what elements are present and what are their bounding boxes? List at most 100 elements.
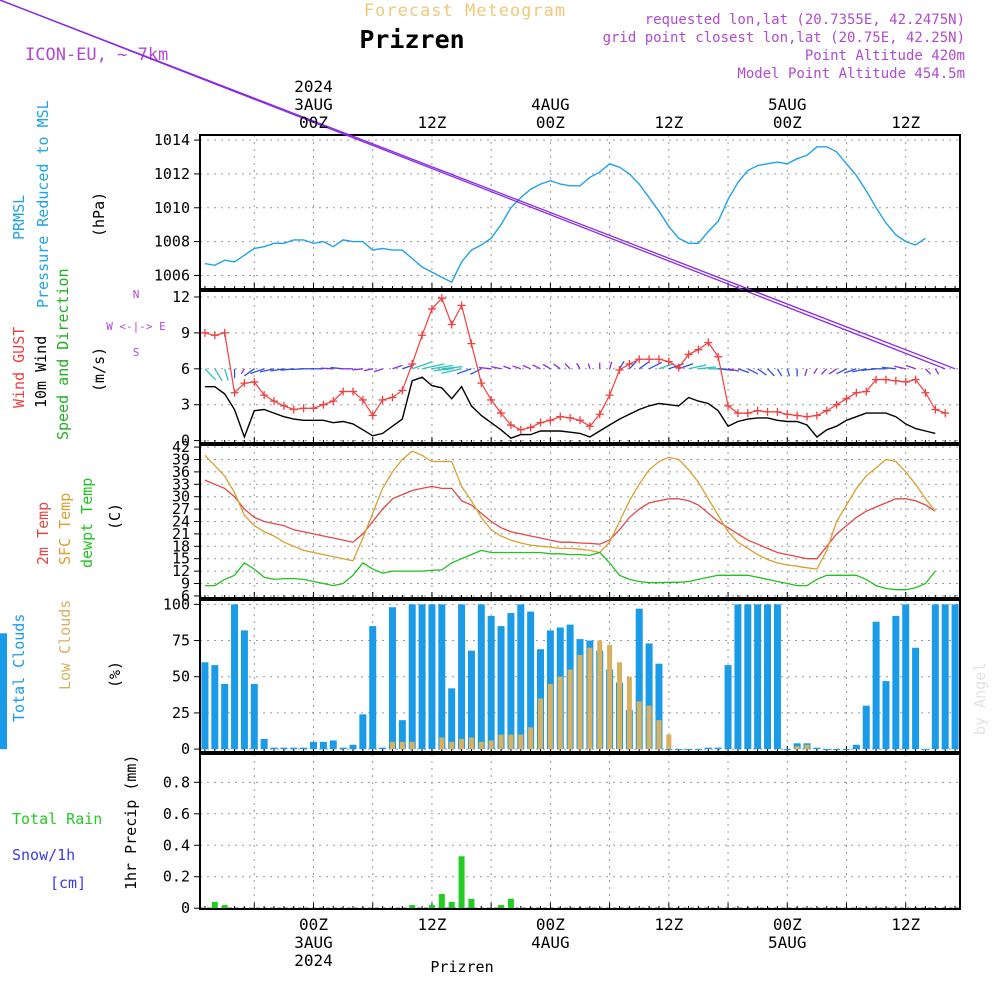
gust-point (536, 418, 545, 427)
wind-arrow (881, 366, 896, 370)
sfc-temp-label: SFC Temp (56, 493, 74, 565)
wind-arrow (576, 362, 581, 370)
total-cloud-bar (724, 665, 732, 750)
total-cloud-bar (912, 647, 920, 750)
wind-arrow (441, 365, 463, 370)
low-cloud-bar (547, 683, 553, 750)
gust-point (348, 387, 357, 396)
total-cloud-bar (764, 604, 772, 750)
y-tick-label: 1014 (154, 131, 190, 149)
total-cloud-bar (507, 613, 515, 750)
gust-point (240, 379, 249, 388)
total-cloud-bar (665, 749, 673, 751)
top-time-label: 4AUG (531, 95, 570, 114)
sfc-temp-line (204, 450, 936, 570)
total-cloud-bar (240, 630, 248, 750)
wind-arrow (658, 362, 675, 370)
gust-point (891, 376, 900, 385)
gust-point (477, 379, 486, 388)
gust-point (852, 388, 861, 397)
y-tick-label: 39 (172, 450, 190, 468)
low-cloud-bar (538, 698, 544, 750)
wind-arrow (813, 368, 818, 375)
total-cloud-bar (773, 604, 781, 750)
wind-arrow (441, 368, 462, 374)
total-cloud-bar (823, 749, 831, 751)
y-tick-label: 9 (181, 324, 190, 342)
top-time-label: 00Z (299, 113, 328, 132)
gust-point (872, 375, 881, 384)
total-cloud-bar (655, 663, 663, 750)
gust-point (289, 405, 298, 414)
rain-bar (507, 898, 514, 909)
wind-arrow (532, 364, 541, 370)
gust-point (497, 409, 506, 418)
wind-arrow (767, 368, 775, 377)
wind-arrow (804, 368, 808, 377)
gust-point (427, 304, 436, 313)
gust-point (941, 409, 950, 418)
y-tick-label: 6 (181, 360, 190, 378)
y-tick-label: 0 (181, 740, 190, 758)
wind-arrow (320, 367, 334, 370)
low-clouds-label: Low Clouds (56, 600, 74, 690)
wind-arrow (392, 364, 403, 370)
gust-point (931, 405, 940, 414)
total-cloud-bar (448, 688, 456, 750)
panel-frame (199, 599, 961, 753)
total-cloud-bar (902, 604, 910, 750)
gust-point (763, 407, 772, 416)
total-cloud-bar (221, 683, 229, 750)
total-cloud-bar (497, 626, 505, 750)
gust-point (250, 377, 259, 386)
total-cloud-bar (694, 749, 702, 751)
panel-3: 0 25 50 75 100 (0, 595, 961, 758)
wind-arrow (503, 365, 512, 370)
y-tick-label: 0.6 (163, 805, 190, 823)
gust-point (299, 404, 308, 413)
low-cloud-bar (488, 740, 494, 750)
pressure-unit: (hPa) (90, 192, 108, 237)
total-cloud-bar (951, 604, 959, 750)
gust-point (822, 406, 831, 415)
y-tick-label: 24 (172, 513, 190, 531)
rain-bar (458, 856, 465, 909)
wind-arrow (828, 368, 838, 375)
gust-point (576, 416, 584, 425)
wind-arrow (259, 368, 275, 373)
bottom-time-label: 12Z (891, 915, 920, 934)
y-tick-label: 0.8 (163, 773, 190, 791)
y-tick-label: 0 (181, 899, 190, 917)
wind-arrow (934, 368, 940, 375)
wind-arrow (433, 368, 452, 372)
low-cloud-bar (557, 676, 563, 750)
gust-point (526, 423, 535, 432)
gust-point (447, 320, 456, 329)
low-cloud-bar (794, 746, 800, 750)
low-cloud-bar (399, 741, 405, 750)
total-cloud-bar (517, 604, 525, 750)
wind-arrow (470, 368, 482, 375)
wind-arrow (587, 363, 591, 369)
wind-arrow (852, 368, 867, 373)
wind-arrow (270, 368, 284, 372)
total-cloud-bar (339, 747, 347, 750)
total-cloud-bar (842, 749, 850, 751)
y-tick-label: 1010 (154, 199, 190, 217)
speed-dir-label: Speed and Direction (54, 268, 72, 440)
low-cloud-bar (389, 741, 395, 750)
total-cloud-bar (862, 705, 870, 750)
gust-label: Wind GUST (10, 327, 28, 408)
total-cloud-bar (793, 743, 801, 750)
total-cloud-bar (388, 607, 396, 750)
gust-point (230, 388, 239, 397)
compass-we: W <-|-> E (106, 320, 166, 333)
gust-point (724, 401, 733, 410)
temp-unit: (C) (106, 503, 124, 530)
total-cloud-bar (201, 662, 209, 750)
low-cloud-bar (577, 655, 583, 750)
total-clouds-label: Total Clouds (10, 614, 28, 722)
wind-arrow (820, 368, 828, 375)
gust-point (200, 328, 209, 337)
y-tick-label: 1006 (154, 266, 190, 284)
